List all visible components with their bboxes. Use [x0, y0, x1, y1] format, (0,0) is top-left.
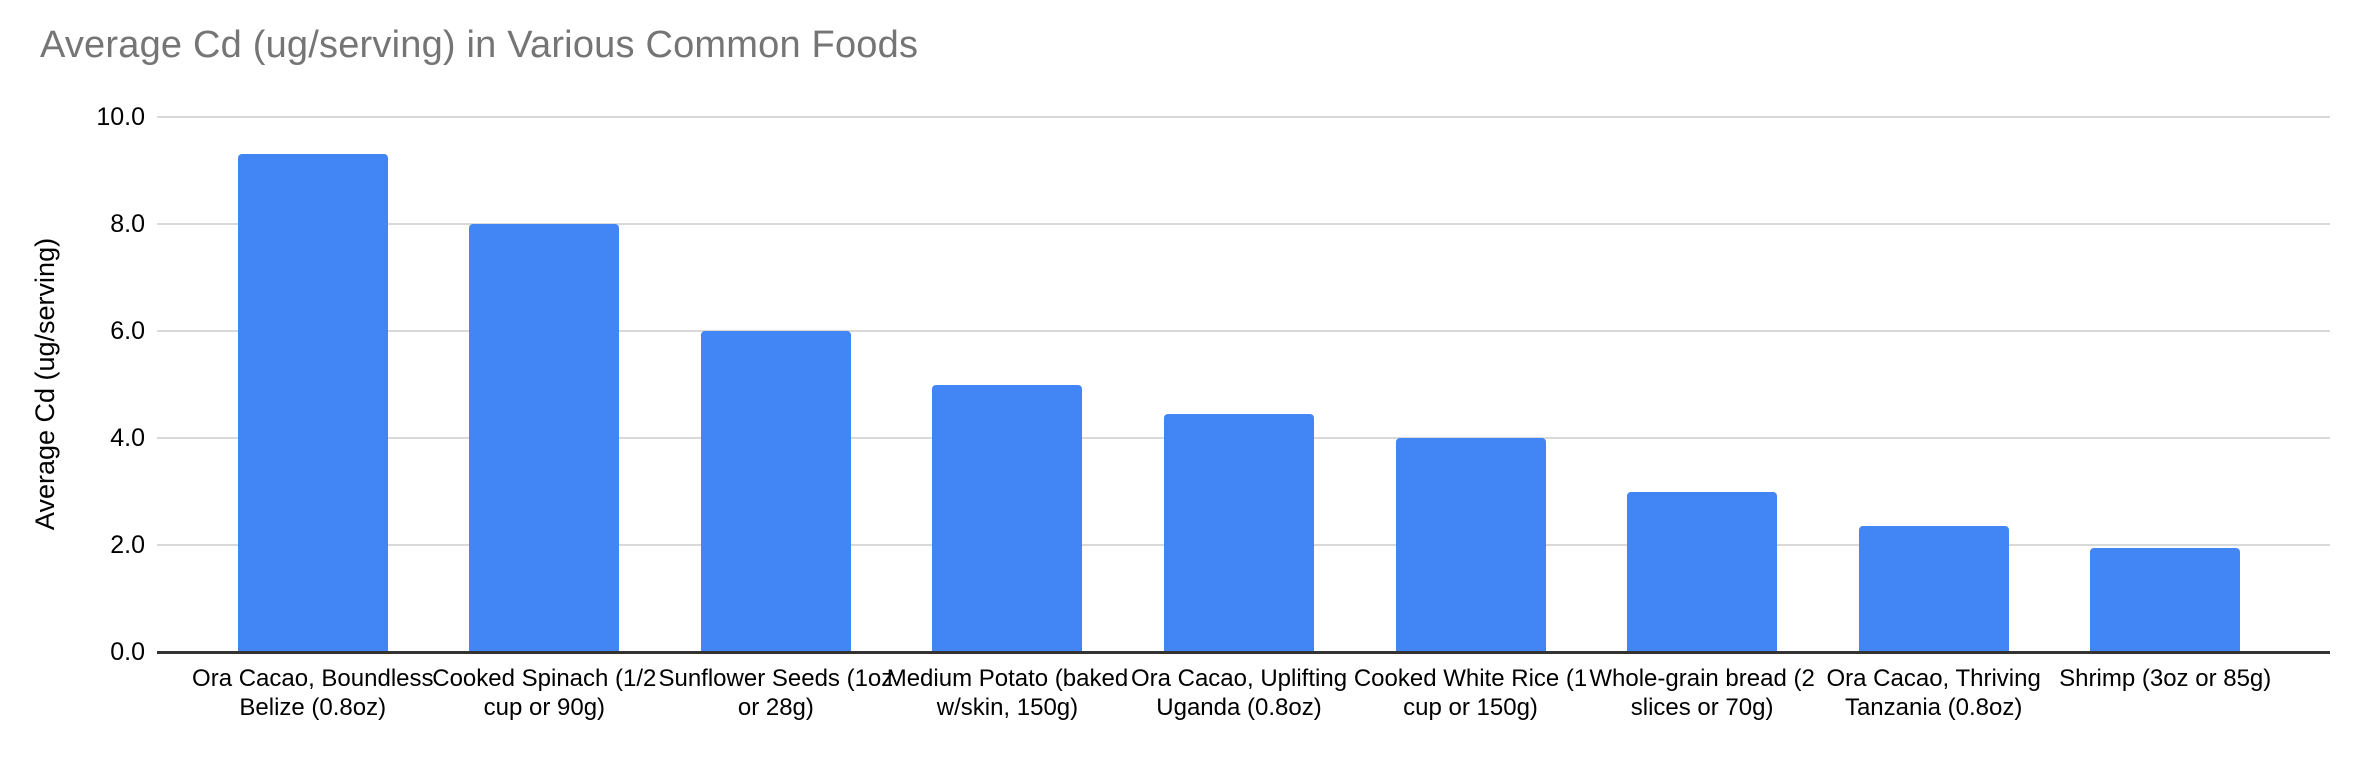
x-axis-label: Medium Potato (baked w/skin, 150g)	[886, 665, 1129, 721]
x-axis-label: Shrimp (3oz or 85g)	[2059, 665, 2272, 692]
bar[interactable]	[1395, 438, 1546, 652]
y-tick-label: 0.0	[110, 638, 145, 666]
x-axis-label: Cooked Spinach (1/2 cup or 90g)	[432, 665, 657, 721]
bar[interactable]	[2090, 547, 2241, 652]
x-axis-label: Ora Cacao, Thriving Tanzania (0.8oz)	[1826, 665, 2041, 721]
gridline	[157, 330, 2330, 332]
x-axis-label: Sunflower Seeds (1oz or 28g)	[658, 665, 894, 721]
y-tick-label: 10.0	[96, 103, 145, 131]
bar[interactable]	[932, 384, 1083, 652]
x-axis-label: Cooked White Rice (1 cup or 150g)	[1353, 665, 1588, 721]
bar[interactable]	[1858, 526, 2009, 652]
y-tick-label: 4.0	[110, 424, 145, 452]
y-tick-label: 2.0	[110, 531, 145, 559]
chart-title: Average Cd (ug/serving) in Various Commo…	[40, 24, 919, 66]
bar[interactable]	[1627, 491, 1778, 652]
x-axis-label: Whole-grain bread (2 slices or 70g)	[1589, 665, 1815, 721]
bar[interactable]	[237, 154, 388, 652]
gridline	[157, 116, 2330, 118]
x-axis-label: Ora Cacao, Boundless Belize (0.8oz)	[192, 665, 434, 721]
x-axis-line	[157, 651, 2330, 654]
bar[interactable]	[469, 224, 620, 652]
y-tick-label: 6.0	[110, 317, 145, 345]
bar[interactable]	[1164, 413, 1314, 652]
x-axis-label: Ora Cacao, Uplifting Uganda (0.8oz)	[1130, 665, 1348, 721]
gridline	[157, 223, 2330, 225]
y-tick-label: 8.0	[110, 210, 145, 238]
bar[interactable]	[700, 331, 851, 652]
